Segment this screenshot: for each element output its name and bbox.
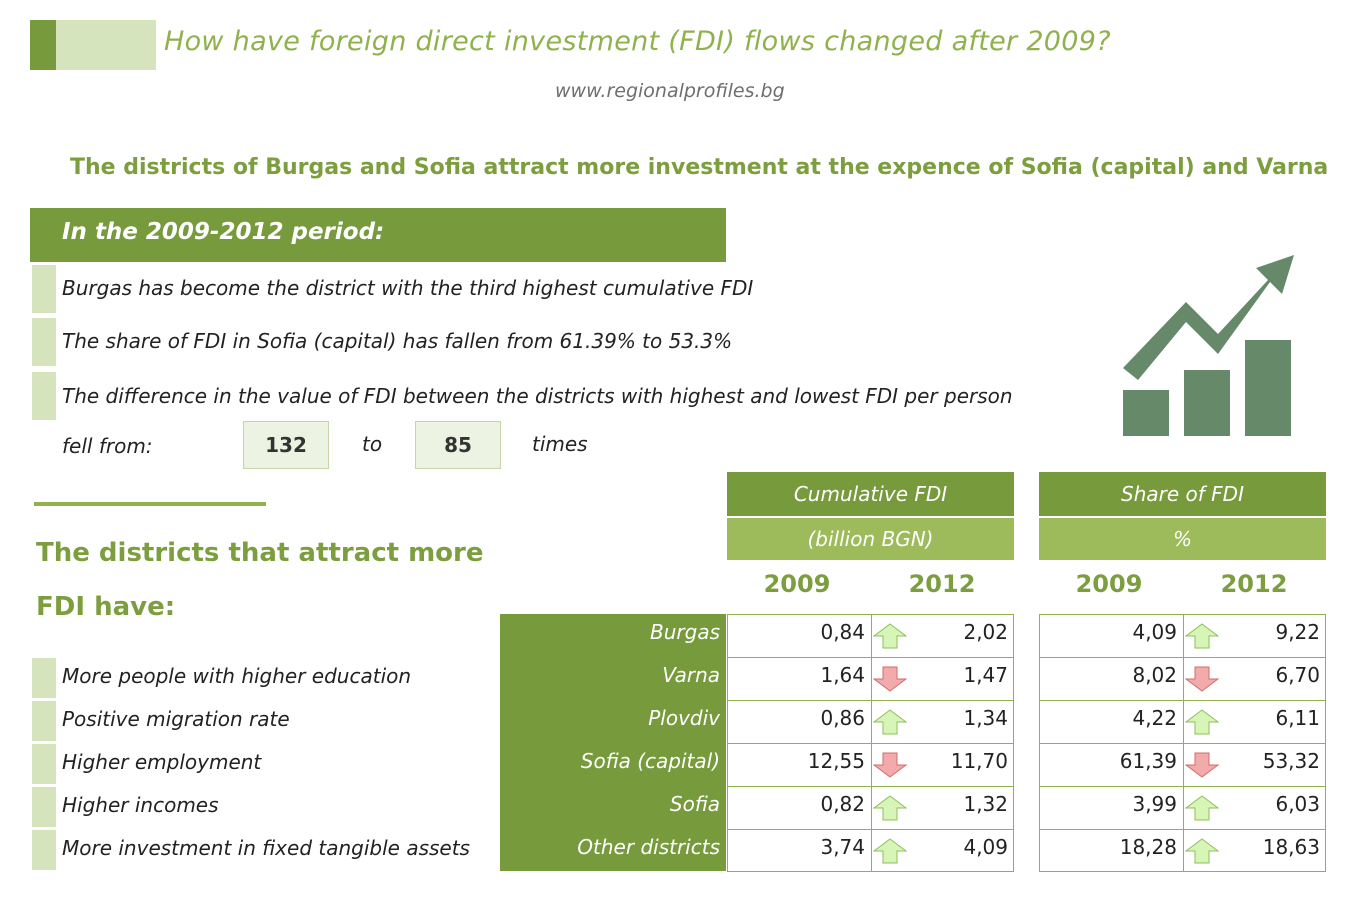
year-header: 2012: [908, 570, 976, 598]
arrow-down-icon: [873, 666, 907, 692]
cell-value-2012: 53,32: [1262, 749, 1320, 773]
grid-line: [727, 700, 1014, 701]
cell-value-2009: 0,82: [820, 792, 865, 816]
grid-line: [1039, 700, 1326, 701]
cell-value-2012: 4,09: [963, 835, 1008, 859]
district-label: Varna: [662, 663, 720, 687]
attract-bullet: Higher employment: [62, 750, 262, 774]
year-header: 2009: [1075, 570, 1143, 598]
attract-bullet: More investment in fixed tangible assets: [62, 836, 470, 860]
arrow-down-icon: [1185, 666, 1219, 692]
grid-line: [727, 829, 1014, 830]
cell-value-2012: 11,70: [950, 749, 1008, 773]
period-heading: In the 2009-2012 period:: [62, 219, 385, 245]
arrow-up-icon: [873, 795, 907, 821]
times-label: times: [532, 432, 588, 456]
share-fdi-header: Share of FDI: [1039, 472, 1326, 516]
grid-line: [1039, 657, 1326, 658]
cell-value-2009: 4,09: [1132, 620, 1177, 644]
page-subtitle: The districts of Burgas and Sofia attrac…: [70, 155, 1329, 180]
cell-value-2012: 6,03: [1275, 792, 1320, 816]
bullet-marker: [32, 265, 56, 313]
grid-line: [727, 657, 1014, 658]
district-label: Sofia: [669, 792, 720, 816]
district-label: Sofia (capital): [580, 749, 720, 773]
arrow-down-icon: [1185, 752, 1219, 778]
period-heading-box: [30, 208, 726, 262]
fell-from-label: fell from:: [62, 434, 153, 458]
grid-line: [1039, 829, 1326, 830]
cell-value-2012: 6,70: [1275, 663, 1320, 687]
page-title: How have foreign direct investment (FDI)…: [164, 26, 1111, 57]
cell-value-2009: 0,86: [820, 706, 865, 730]
attract-bullet: Higher incomes: [62, 793, 219, 817]
period-bullet: Burgas has become the district with the …: [62, 276, 754, 300]
arrow-up-icon: [1185, 709, 1219, 735]
cell-value-2012: 6,11: [1275, 706, 1320, 730]
bullet-marker: [32, 372, 56, 420]
to-label: to: [362, 432, 383, 456]
cell-value-2012: 1,34: [963, 706, 1008, 730]
cell-value-2012: 1,32: [963, 792, 1008, 816]
district-label: Other districts: [577, 835, 720, 859]
website-link[interactable]: www.regionalprofiles.bg: [555, 80, 785, 102]
attract-heading-cont: FDI have:: [36, 592, 176, 622]
section-divider: [34, 502, 266, 506]
period-bullet: The difference in the value of FDI betwe…: [62, 384, 1013, 408]
cell-value-2009: 0,84: [820, 620, 865, 644]
arrow-down-icon: [873, 752, 907, 778]
attract-heading: The districts that attract more: [36, 538, 484, 568]
district-label: Plovdiv: [648, 706, 720, 730]
bullet-marker: [32, 787, 56, 827]
bullet-marker: [32, 830, 56, 870]
arrow-up-icon: [1185, 795, 1219, 821]
year-header: 2009: [763, 570, 831, 598]
cell-value-2009: 61,39: [1119, 749, 1177, 773]
cell-value-2012: 18,63: [1262, 835, 1320, 859]
cell-value-2009: 18,28: [1119, 835, 1177, 859]
district-label: Burgas: [650, 620, 720, 644]
grid-line: [727, 743, 1014, 744]
arrow-up-icon: [873, 838, 907, 864]
header-accent-dark: [30, 20, 56, 70]
cell-value-2012: 9,22: [1275, 620, 1320, 644]
arrow-up-icon: [873, 623, 907, 649]
cumulative-fdi-header: Cumulative FDI: [727, 472, 1014, 516]
fdi-ratio-to: 85: [415, 421, 501, 469]
cell-value-2012: 1,47: [963, 663, 1008, 687]
period-bullet: The share of FDI in Sofia (capital) has …: [62, 329, 733, 353]
cell-value-2009: 4,22: [1132, 706, 1177, 730]
bullet-marker: [32, 744, 56, 784]
district-label-column: [500, 614, 726, 871]
arrow-up-icon: [1185, 838, 1219, 864]
cell-value-2009: 12,55: [807, 749, 865, 773]
grid-line: [727, 786, 1014, 787]
cell-value-2012: 2,02: [963, 620, 1008, 644]
cumulative-fdi-unit: (billion BGN): [727, 518, 1014, 560]
arrow-up-icon: [1185, 623, 1219, 649]
arrow-up-icon: [873, 709, 907, 735]
cell-value-2009: 1,64: [820, 663, 865, 687]
header-accent-light: [56, 20, 156, 70]
grid-line: [1039, 743, 1326, 744]
bullet-marker: [32, 658, 56, 698]
bullet-marker: [32, 318, 56, 366]
cell-value-2009: 3,99: [1132, 792, 1177, 816]
year-header: 2012: [1220, 570, 1288, 598]
fdi-ratio-from: 132: [243, 421, 329, 469]
attract-bullet: Positive migration rate: [62, 707, 290, 731]
cell-value-2009: 8,02: [1132, 663, 1177, 687]
grid-line: [1039, 786, 1326, 787]
attract-bullet: More people with higher education: [62, 664, 412, 688]
share-fdi-unit: %: [1039, 518, 1326, 560]
bullet-marker: [32, 701, 56, 741]
trend-up-chart-icon: [1123, 255, 1294, 436]
cell-value-2009: 3,74: [820, 835, 865, 859]
